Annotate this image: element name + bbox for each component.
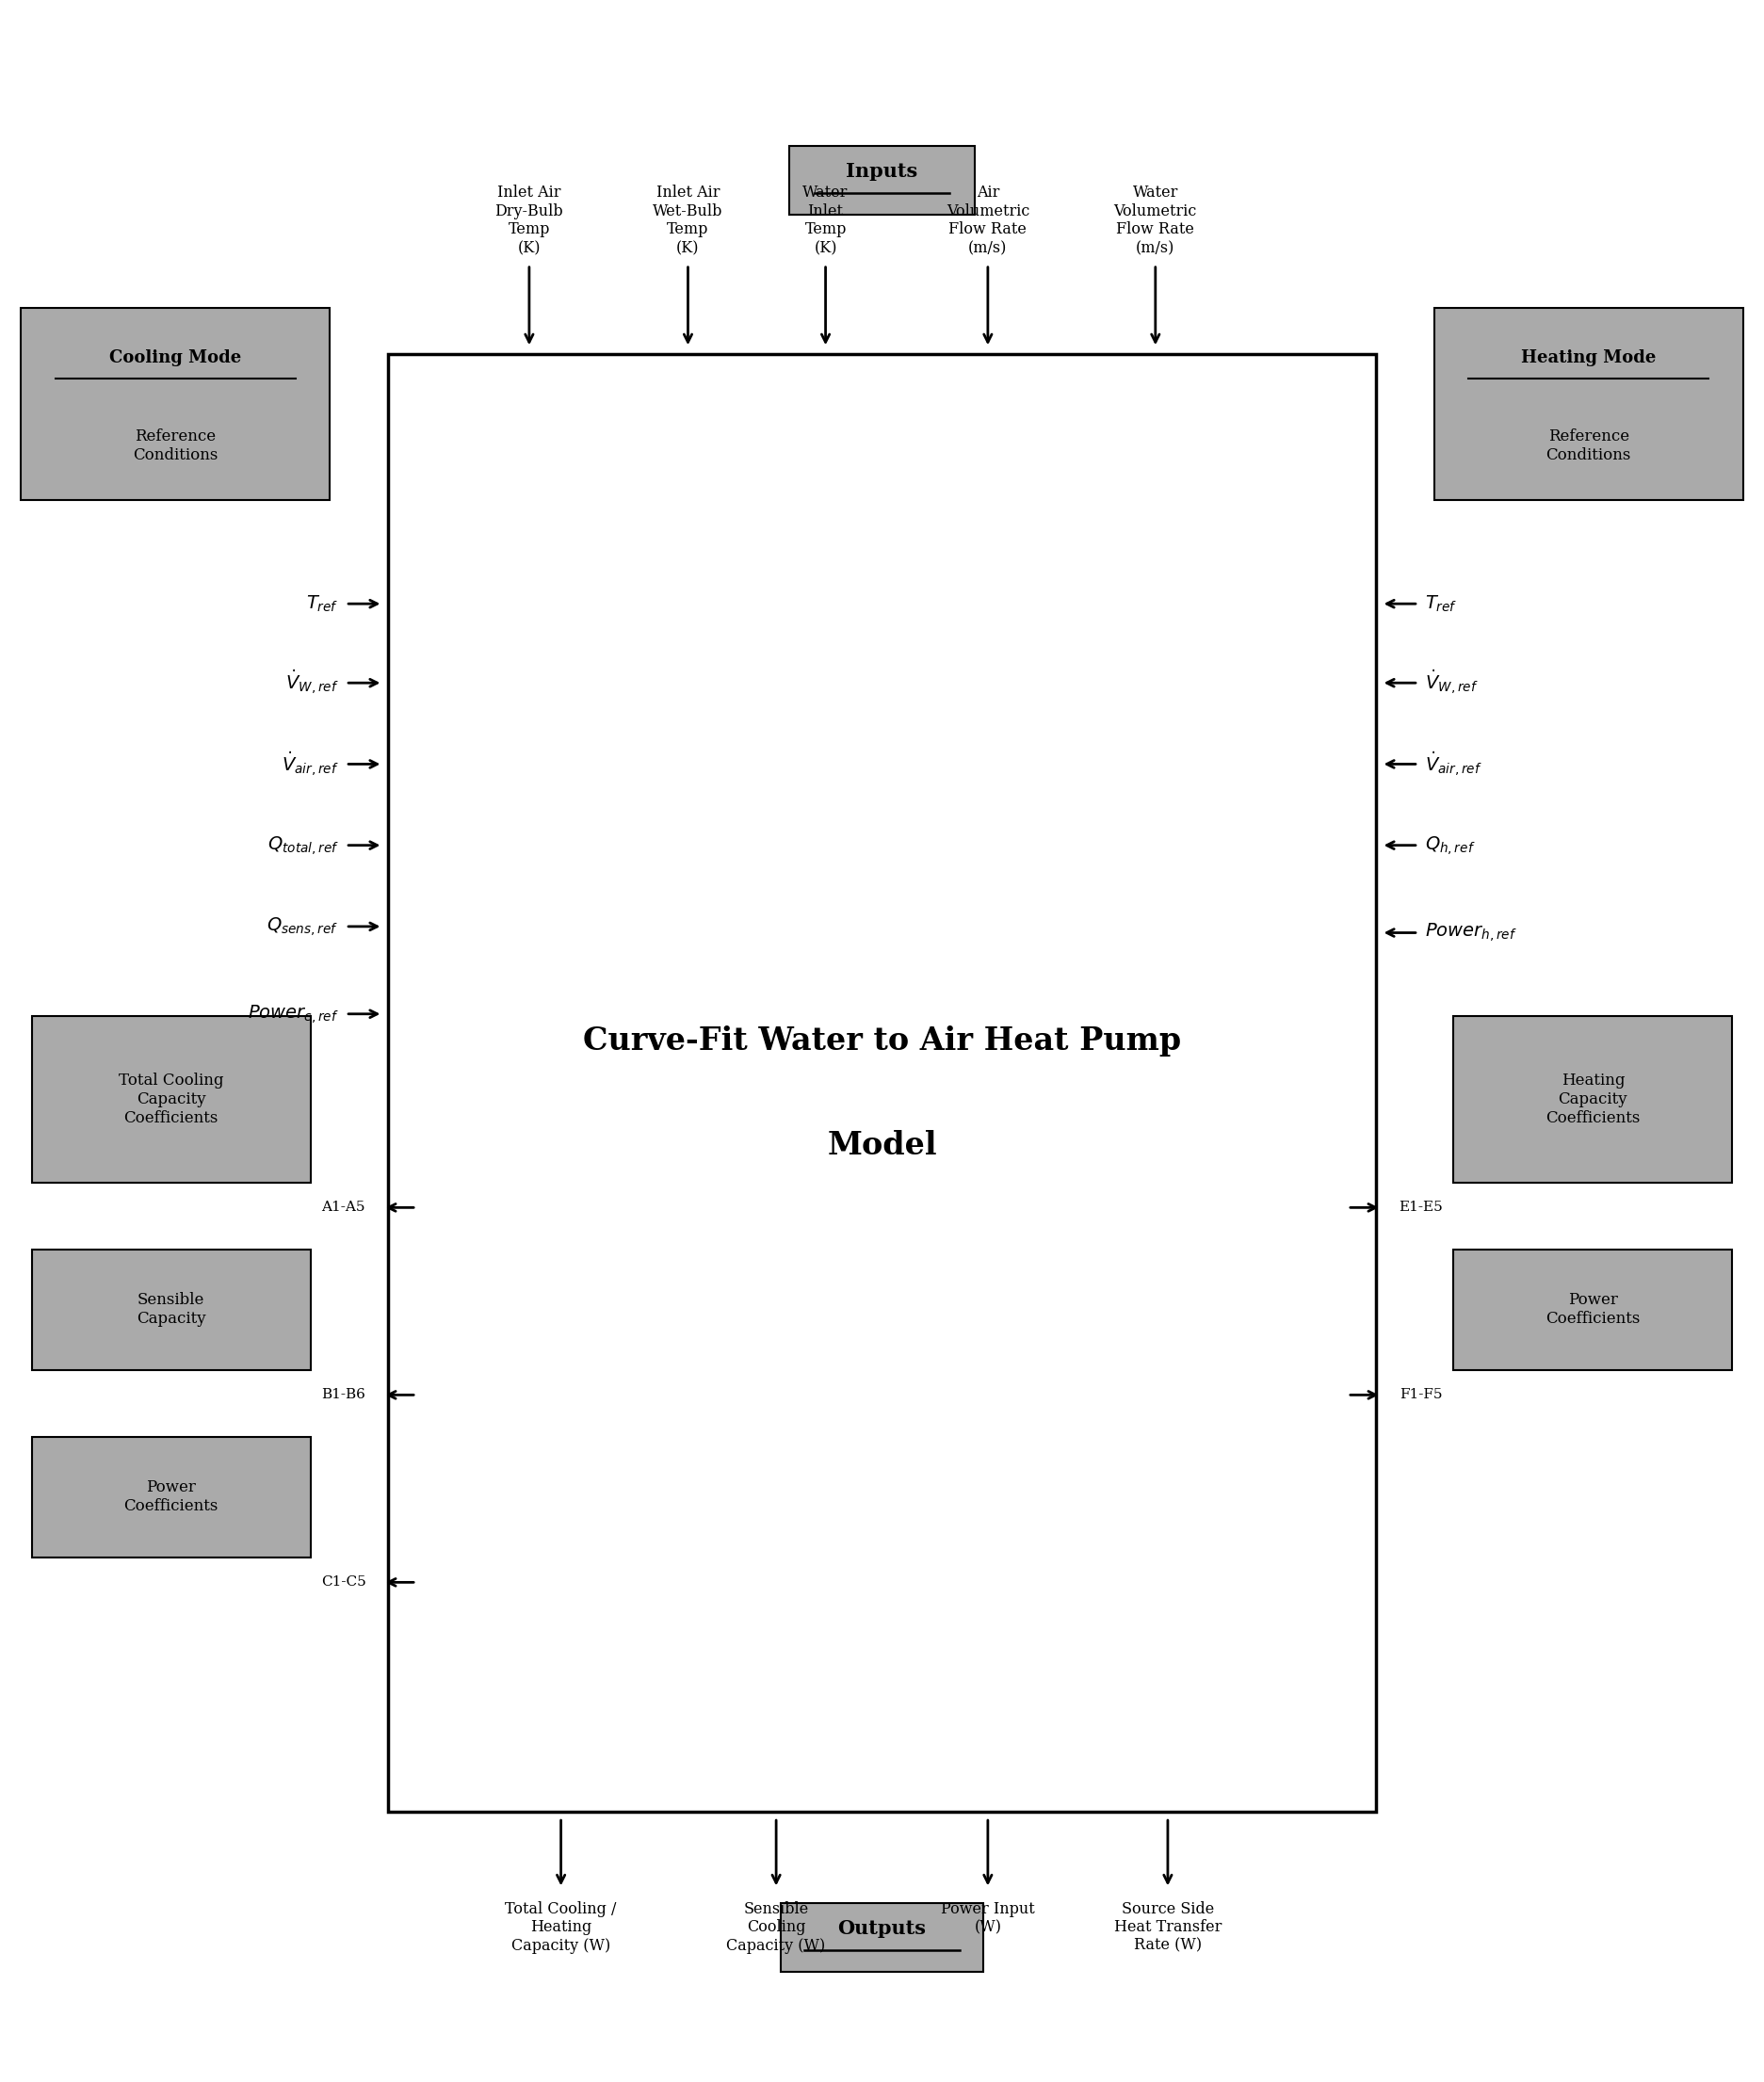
Bar xyxy=(32,1016,310,1183)
Text: Model: Model xyxy=(827,1131,937,1160)
Text: $Q_{sens,ref}$: $Q_{sens,ref}$ xyxy=(266,916,339,937)
Text: Power
Coefficients: Power Coefficients xyxy=(123,1480,219,1514)
Text: Reference
Conditions: Reference Conditions xyxy=(1545,429,1632,464)
Text: $Power_{c,ref}$: $Power_{c,ref}$ xyxy=(247,1004,339,1024)
Text: Air
Volumetric
Flow Rate
(m/s): Air Volumetric Flow Rate (m/s) xyxy=(946,185,1030,256)
Text: Outputs: Outputs xyxy=(838,1920,926,1938)
Text: $Q_{h,ref}$: $Q_{h,ref}$ xyxy=(1425,835,1476,856)
Text: B1-B6: B1-B6 xyxy=(321,1389,365,1401)
Text: $Q_{total,ref}$: $Q_{total,ref}$ xyxy=(266,835,339,856)
Text: C1-C5: C1-C5 xyxy=(321,1576,365,1589)
Bar xyxy=(32,1437,310,1557)
Text: Inlet Air
Wet-Bulb
Temp
(K): Inlet Air Wet-Bulb Temp (K) xyxy=(653,185,723,256)
Text: $\dot{V}_{air,ref}$: $\dot{V}_{air,ref}$ xyxy=(1425,750,1482,779)
Text: $T_{ref}$: $T_{ref}$ xyxy=(307,593,339,614)
Text: Source Side
Heat Transfer
Rate (W): Source Side Heat Transfer Rate (W) xyxy=(1113,1901,1222,1953)
Text: A1-A5: A1-A5 xyxy=(321,1201,365,1214)
Text: F1-F5: F1-F5 xyxy=(1401,1389,1443,1401)
Text: Inlet Air
Dry-Bulb
Temp
(K): Inlet Air Dry-Bulb Temp (K) xyxy=(496,185,563,256)
Text: Total Cooling
Capacity
Coefficients: Total Cooling Capacity Coefficients xyxy=(118,1072,224,1126)
Text: Total Cooling /
Heating
Capacity (W): Total Cooling / Heating Capacity (W) xyxy=(505,1901,617,1953)
Text: Heating
Capacity
Coefficients: Heating Capacity Coefficients xyxy=(1545,1072,1641,1126)
Text: Sensible
Capacity: Sensible Capacity xyxy=(136,1293,206,1326)
Text: Power Input
(W): Power Input (W) xyxy=(940,1901,1035,1936)
Text: $\dot{V}_{air,ref}$: $\dot{V}_{air,ref}$ xyxy=(282,750,339,779)
Bar xyxy=(388,354,1376,1811)
Bar xyxy=(790,146,974,214)
Text: Heating Mode: Heating Mode xyxy=(1521,350,1656,366)
Text: Water
Volumetric
Flow Rate
(m/s): Water Volumetric Flow Rate (m/s) xyxy=(1113,185,1198,256)
Text: Reference
Conditions: Reference Conditions xyxy=(132,429,219,464)
Bar xyxy=(21,308,330,500)
Bar xyxy=(780,1903,984,1972)
Text: Sensible
Cooling
Capacity (W): Sensible Cooling Capacity (W) xyxy=(727,1901,826,1953)
Text: $\dot{V}_{W,ref}$: $\dot{V}_{W,ref}$ xyxy=(286,668,339,697)
Text: Cooling Mode: Cooling Mode xyxy=(109,350,242,366)
Bar xyxy=(1434,308,1743,500)
Text: $T_{ref}$: $T_{ref}$ xyxy=(1425,593,1457,614)
Bar xyxy=(1454,1249,1732,1370)
Text: $\dot{V}_{W,ref}$: $\dot{V}_{W,ref}$ xyxy=(1425,668,1478,697)
Text: Power
Coefficients: Power Coefficients xyxy=(1545,1293,1641,1326)
Text: $Power_{h,ref}$: $Power_{h,ref}$ xyxy=(1425,922,1517,943)
Text: E1-E5: E1-E5 xyxy=(1399,1201,1443,1214)
Text: Inputs: Inputs xyxy=(847,162,917,181)
Bar xyxy=(1454,1016,1732,1183)
Bar xyxy=(32,1249,310,1370)
Text: Curve-Fit Water to Air Heat Pump: Curve-Fit Water to Air Heat Pump xyxy=(582,1026,1182,1056)
Text: Water
Inlet
Temp
(K): Water Inlet Temp (K) xyxy=(803,185,848,256)
